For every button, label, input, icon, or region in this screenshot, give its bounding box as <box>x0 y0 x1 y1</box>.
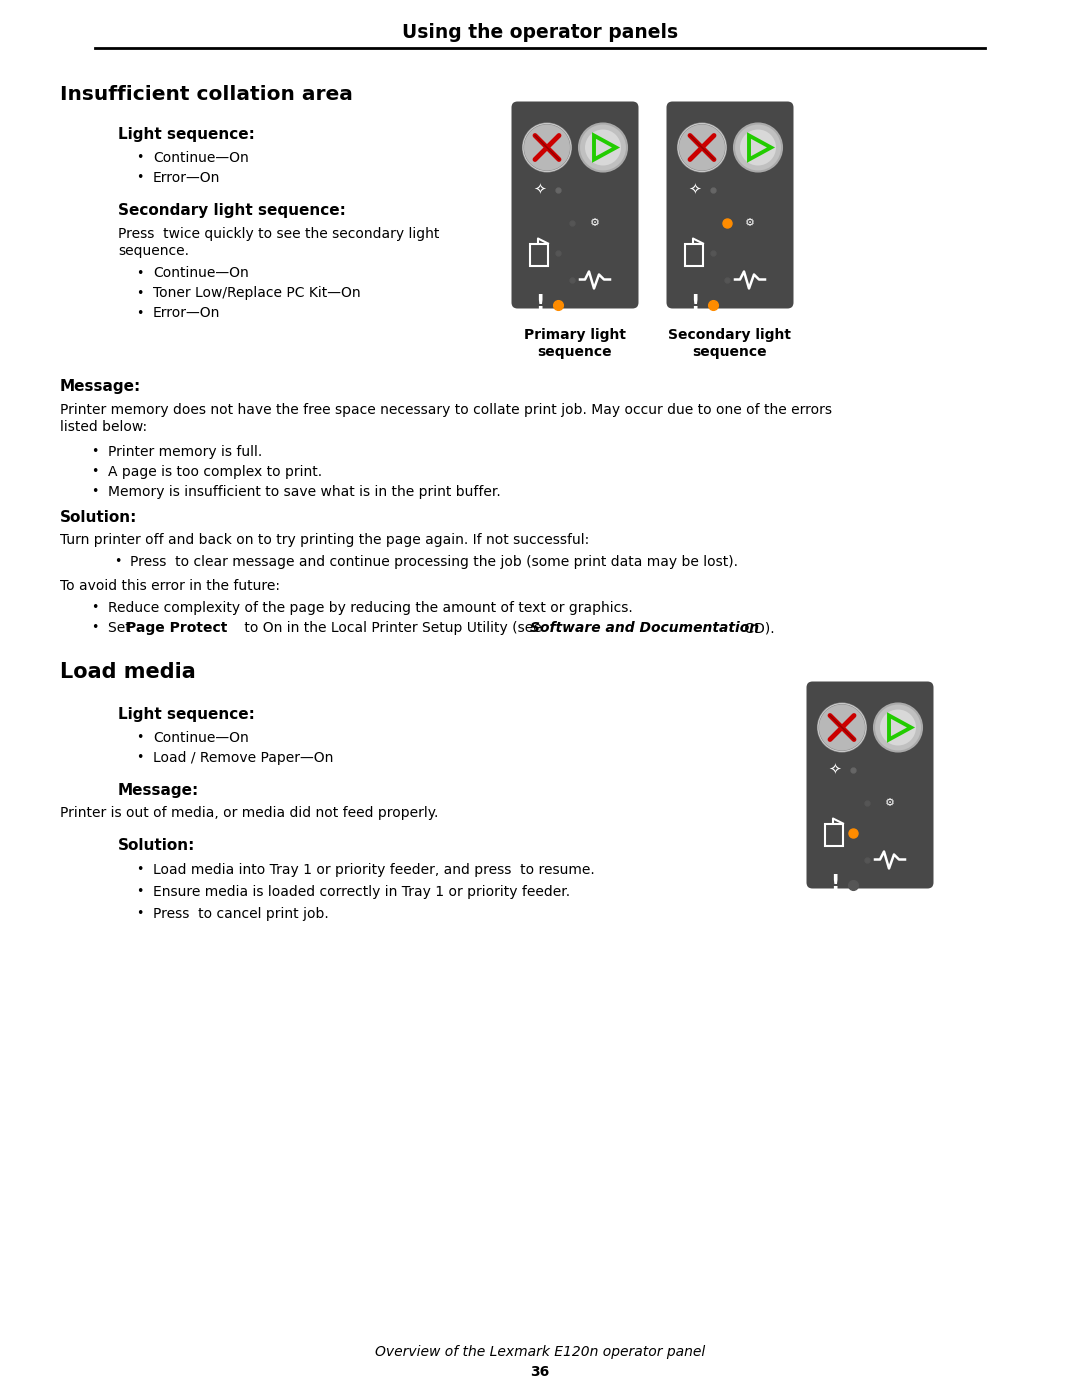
Text: •: • <box>136 886 144 898</box>
Text: Error—On: Error—On <box>153 170 220 184</box>
Text: •: • <box>136 908 144 921</box>
FancyBboxPatch shape <box>512 102 638 309</box>
Text: !: ! <box>831 875 839 894</box>
Text: sequence.: sequence. <box>118 244 189 258</box>
Text: !: ! <box>536 295 544 314</box>
FancyBboxPatch shape <box>807 682 933 888</box>
Text: Turn printer off and back on to try printing the page again. If not successful:: Turn printer off and back on to try prin… <box>60 534 590 548</box>
FancyBboxPatch shape <box>666 102 794 309</box>
Text: Insufficient collation area: Insufficient collation area <box>60 85 353 105</box>
Text: Printer memory does not have the free space necessary to collate print job. May : Printer memory does not have the free sp… <box>60 402 832 416</box>
Text: Continue—On: Continue—On <box>153 265 248 279</box>
Text: •: • <box>92 486 98 499</box>
Text: Load media: Load media <box>60 662 195 682</box>
Text: Page Protect: Page Protect <box>126 622 228 636</box>
Text: ✧: ✧ <box>689 182 701 197</box>
Circle shape <box>874 704 922 752</box>
Text: To avoid this error in the future:: To avoid this error in the future: <box>60 578 280 592</box>
Text: •: • <box>114 556 122 569</box>
Text: Toner Low/Replace PC Kit—On: Toner Low/Replace PC Kit—On <box>153 286 361 300</box>
Text: Set: Set <box>108 622 135 636</box>
Text: Ensure media is loaded correctly in Tray 1 or priority feeder.: Ensure media is loaded correctly in Tray… <box>153 886 570 900</box>
Text: Solution:: Solution: <box>118 837 195 852</box>
Text: Message:: Message: <box>60 379 141 394</box>
Text: Press  to cancel print job.: Press to cancel print job. <box>153 907 328 921</box>
Text: Software and Documentation: Software and Documentation <box>530 622 759 636</box>
Text: Light sequence:: Light sequence: <box>118 707 255 721</box>
Text: ✧: ✧ <box>828 761 841 777</box>
Text: Load media into Tray 1 or priority feeder, and press  to resume.: Load media into Tray 1 or priority feede… <box>153 863 595 877</box>
Text: Memory is insufficient to save what is in the print buffer.: Memory is insufficient to save what is i… <box>108 485 501 499</box>
Text: •: • <box>92 622 98 634</box>
Text: Reduce complexity of the page by reducing the amount of text or graphics.: Reduce complexity of the page by reducin… <box>108 601 633 615</box>
Text: Message:: Message: <box>118 782 199 798</box>
Text: •: • <box>136 306 144 320</box>
Text: CD).: CD). <box>740 622 774 636</box>
Text: 36: 36 <box>530 1365 550 1379</box>
Text: Overview of the Lexmark E120n operator panel: Overview of the Lexmark E120n operator p… <box>375 1345 705 1359</box>
Text: Solution:: Solution: <box>60 510 137 525</box>
Text: Primary light
sequence: Primary light sequence <box>524 328 626 359</box>
Circle shape <box>880 710 916 746</box>
Text: •: • <box>92 465 98 479</box>
Text: •: • <box>136 172 144 184</box>
Text: !: ! <box>690 295 700 314</box>
Text: •: • <box>136 863 144 876</box>
Text: •: • <box>92 602 98 615</box>
Circle shape <box>818 704 866 752</box>
Text: Press  twice quickly to see the secondary light: Press twice quickly to see the secondary… <box>118 226 440 242</box>
Text: ✧: ✧ <box>534 182 546 197</box>
Text: ⚙: ⚙ <box>885 798 895 807</box>
Text: A page is too complex to print.: A page is too complex to print. <box>108 465 322 479</box>
Text: to On in the Local Printer Setup Utility (see: to On in the Local Printer Setup Utility… <box>240 622 546 636</box>
Text: ⚙: ⚙ <box>745 218 755 228</box>
Text: ⚙: ⚙ <box>590 218 600 228</box>
Text: •: • <box>136 286 144 299</box>
Text: Continue—On: Continue—On <box>153 151 248 165</box>
Circle shape <box>740 130 777 165</box>
Text: •: • <box>136 752 144 764</box>
Text: Using the operator panels: Using the operator panels <box>402 22 678 42</box>
Circle shape <box>523 123 571 172</box>
Text: Printer memory is full.: Printer memory is full. <box>108 446 262 460</box>
Text: Printer is out of media, or media did not feed properly.: Printer is out of media, or media did no… <box>60 806 438 820</box>
Text: Error—On: Error—On <box>153 306 220 320</box>
Text: Press  to clear message and continue processing the job (some print data may be : Press to clear message and continue proc… <box>130 555 738 569</box>
Text: •: • <box>136 267 144 279</box>
Text: Light sequence:: Light sequence: <box>118 127 255 141</box>
Text: •: • <box>92 446 98 458</box>
Circle shape <box>579 123 627 172</box>
Text: listed below:: listed below: <box>60 420 147 434</box>
Text: •: • <box>136 151 144 165</box>
Text: Load / Remove Paper—On: Load / Remove Paper—On <box>153 752 334 766</box>
Text: •: • <box>136 732 144 745</box>
Text: Secondary light sequence:: Secondary light sequence: <box>118 203 346 218</box>
Circle shape <box>585 130 621 165</box>
Circle shape <box>734 123 782 172</box>
Text: Secondary light
sequence: Secondary light sequence <box>669 328 792 359</box>
Text: Continue—On: Continue—On <box>153 731 248 745</box>
Circle shape <box>678 123 726 172</box>
